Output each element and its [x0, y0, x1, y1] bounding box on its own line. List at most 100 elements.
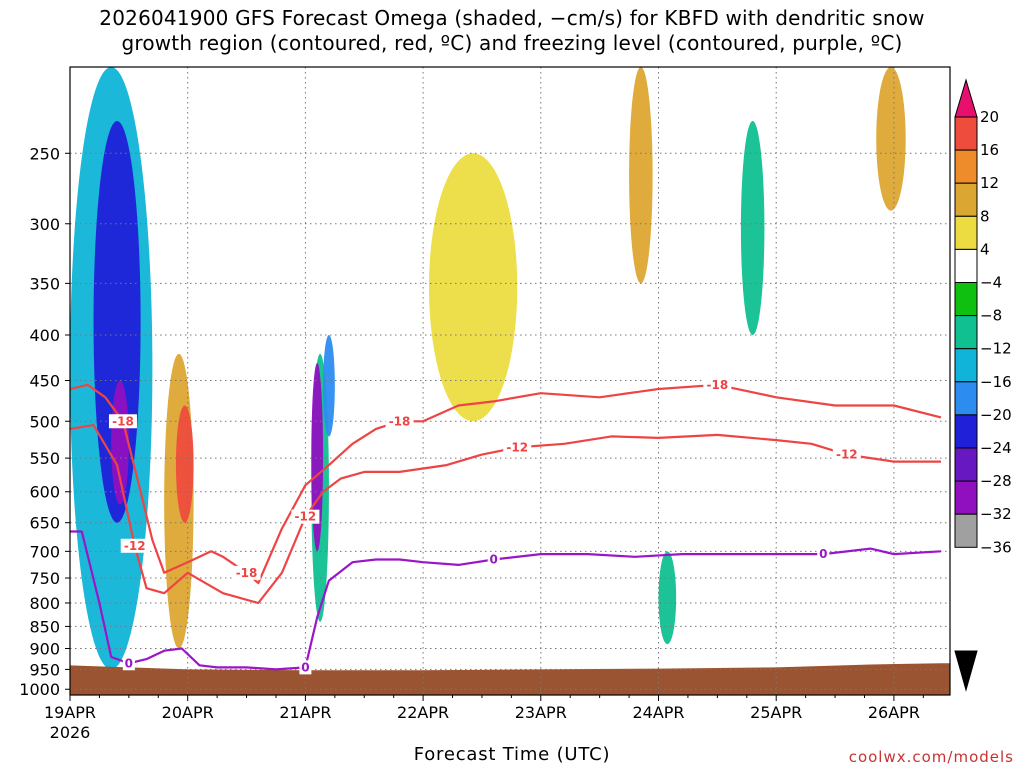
colorbar-swatch: [954, 149, 978, 184]
contour-line-2: [70, 530, 942, 671]
colorbar-level-label: −28: [980, 472, 1012, 490]
colorbar-swatch: [954, 348, 978, 383]
colorbar-lower-tip: [954, 650, 978, 692]
colorbar-level-label: −4: [980, 274, 1002, 292]
y-tick-label: 1000: [19, 680, 60, 699]
contour-label-bg: [817, 547, 830, 562]
y-tick-label: 450: [29, 372, 60, 391]
contour-label-bg: [703, 377, 732, 392]
isotherm-contours: -18 -18 -18 -18 -12 -12 -12 -12 0 0 0 0: [70, 377, 942, 675]
colorbar-level-label: −36: [980, 538, 1012, 556]
contour-label: -12: [506, 440, 528, 454]
y-tick-label: 800: [29, 594, 60, 613]
colorbar-level-label: −32: [980, 505, 1012, 523]
colorbar-swatch: [954, 447, 978, 482]
colorbar-swatch: [954, 182, 978, 217]
contour-label-bg: [120, 538, 149, 553]
colorbar-upper-tip: [954, 78, 978, 118]
y-tick-label: 750: [29, 569, 60, 588]
x-tick-label: 23APR: [515, 703, 567, 722]
contour-label-bg: [291, 509, 320, 524]
colorbar-swatch: [954, 116, 978, 151]
credit-link[interactable]: coolwx.com/models: [848, 748, 1014, 766]
contour-label-bg: [108, 414, 137, 429]
colorbar-swatch: [954, 248, 978, 283]
y-tick-label: 900: [29, 640, 60, 659]
colorbar-level-label: 4: [980, 240, 990, 258]
x-tick-label: 24APR: [632, 703, 684, 722]
x-first-tick-year: 2026: [50, 723, 91, 742]
y-tick-label: 400: [29, 326, 60, 345]
contour-label-bg: [299, 660, 312, 675]
plot-grid: [70, 67, 950, 695]
terrain-fill: [70, 663, 950, 695]
contour-label-bg: [832, 447, 861, 462]
contour-line-0: [70, 383, 942, 585]
x-tick-label: 19APR: [44, 703, 96, 722]
y-tick-label: 650: [29, 514, 60, 533]
chart-title: 2026041900 GFS Forecast Omega (shaded, −…: [0, 6, 1024, 56]
contour-label: -18: [112, 414, 134, 428]
contour-label: -12: [836, 448, 858, 462]
colorbar-level-label: 8: [980, 207, 990, 225]
contour-label-bg: [232, 565, 261, 580]
colorbar-level-label: −16: [980, 373, 1012, 391]
colorbar-level-label: 16: [980, 141, 999, 159]
y-tick-label: 700: [29, 542, 60, 561]
colorbar: 20 16 12 8 4 −4 −8 −12 −16 −20 −24 −28 −32 −36: [954, 78, 1012, 692]
x-axis-label: Forecast Time (UTC): [413, 744, 611, 765]
omega-region-8: [428, 153, 518, 422]
contour-label: 0: [301, 660, 309, 674]
colorbar-swatch: [954, 215, 978, 250]
omega-region-4: [175, 405, 194, 523]
terrain-surface: [70, 663, 950, 695]
omega-region-2: [111, 380, 129, 505]
contour-label: 0: [125, 656, 133, 670]
contour-label-bg: [487, 552, 500, 567]
colorbar-level-label: −20: [980, 406, 1012, 424]
x-tick-label: 20APR: [162, 703, 214, 722]
colorbar-swatch: [954, 414, 978, 449]
contour-label: -12: [295, 510, 317, 524]
contour-label: 0: [490, 553, 498, 567]
colorbar-swatch: [954, 315, 978, 350]
title-line-2: growth region (contoured, red, ºC) and f…: [121, 31, 903, 55]
y-tick-label: 850: [29, 617, 60, 636]
colorbar-level-label: −24: [980, 439, 1012, 457]
omega-region-9: [629, 67, 653, 284]
colorbar-swatch: [954, 513, 978, 548]
omega-shading: [70, 67, 906, 670]
x-axis: 19APR 20APR 21APR 22APR 23APR 24APR 25APR 26APR…: [44, 695, 924, 742]
omega-region-11: [740, 121, 765, 335]
contour-label: -18: [707, 378, 729, 392]
y-tick-label: 250: [29, 144, 60, 163]
title-line-1: 2026041900 GFS Forecast Omega (shaded, −…: [99, 6, 925, 30]
x-tick-label: 21APR: [279, 703, 331, 722]
contour-label: 0: [819, 547, 827, 561]
colorbar-level-label: 12: [980, 174, 999, 192]
colorbar-swatch: [954, 381, 978, 416]
contour-label: -18: [236, 566, 258, 580]
y-tick-label: 500: [29, 412, 60, 431]
contour-label-bg: [122, 656, 135, 671]
contour-label-bg: [385, 414, 414, 429]
contour-line-1: [70, 424, 941, 605]
colorbar-level-label: 20: [980, 108, 999, 126]
omega-region-7: [323, 334, 335, 437]
x-tick-label: 26APR: [868, 703, 920, 722]
omega-region-12: [876, 67, 906, 211]
contour-label: -18: [389, 414, 411, 428]
y-tick-label: 950: [29, 660, 60, 679]
colorbar-level-label: −8: [980, 307, 1002, 325]
y-tick-label: 300: [29, 215, 60, 234]
colorbar-swatch: [954, 282, 978, 317]
colorbar-level-label: −12: [980, 340, 1012, 358]
contour-label: -12: [124, 539, 146, 553]
colorbar-swatch: [954, 480, 978, 515]
y-tick-label: 600: [29, 483, 60, 502]
x-tick-label: 25APR: [750, 703, 802, 722]
y-tick-label: 350: [29, 274, 60, 293]
y-tick-label: 550: [29, 449, 60, 468]
contour-label-bg: [503, 440, 532, 455]
